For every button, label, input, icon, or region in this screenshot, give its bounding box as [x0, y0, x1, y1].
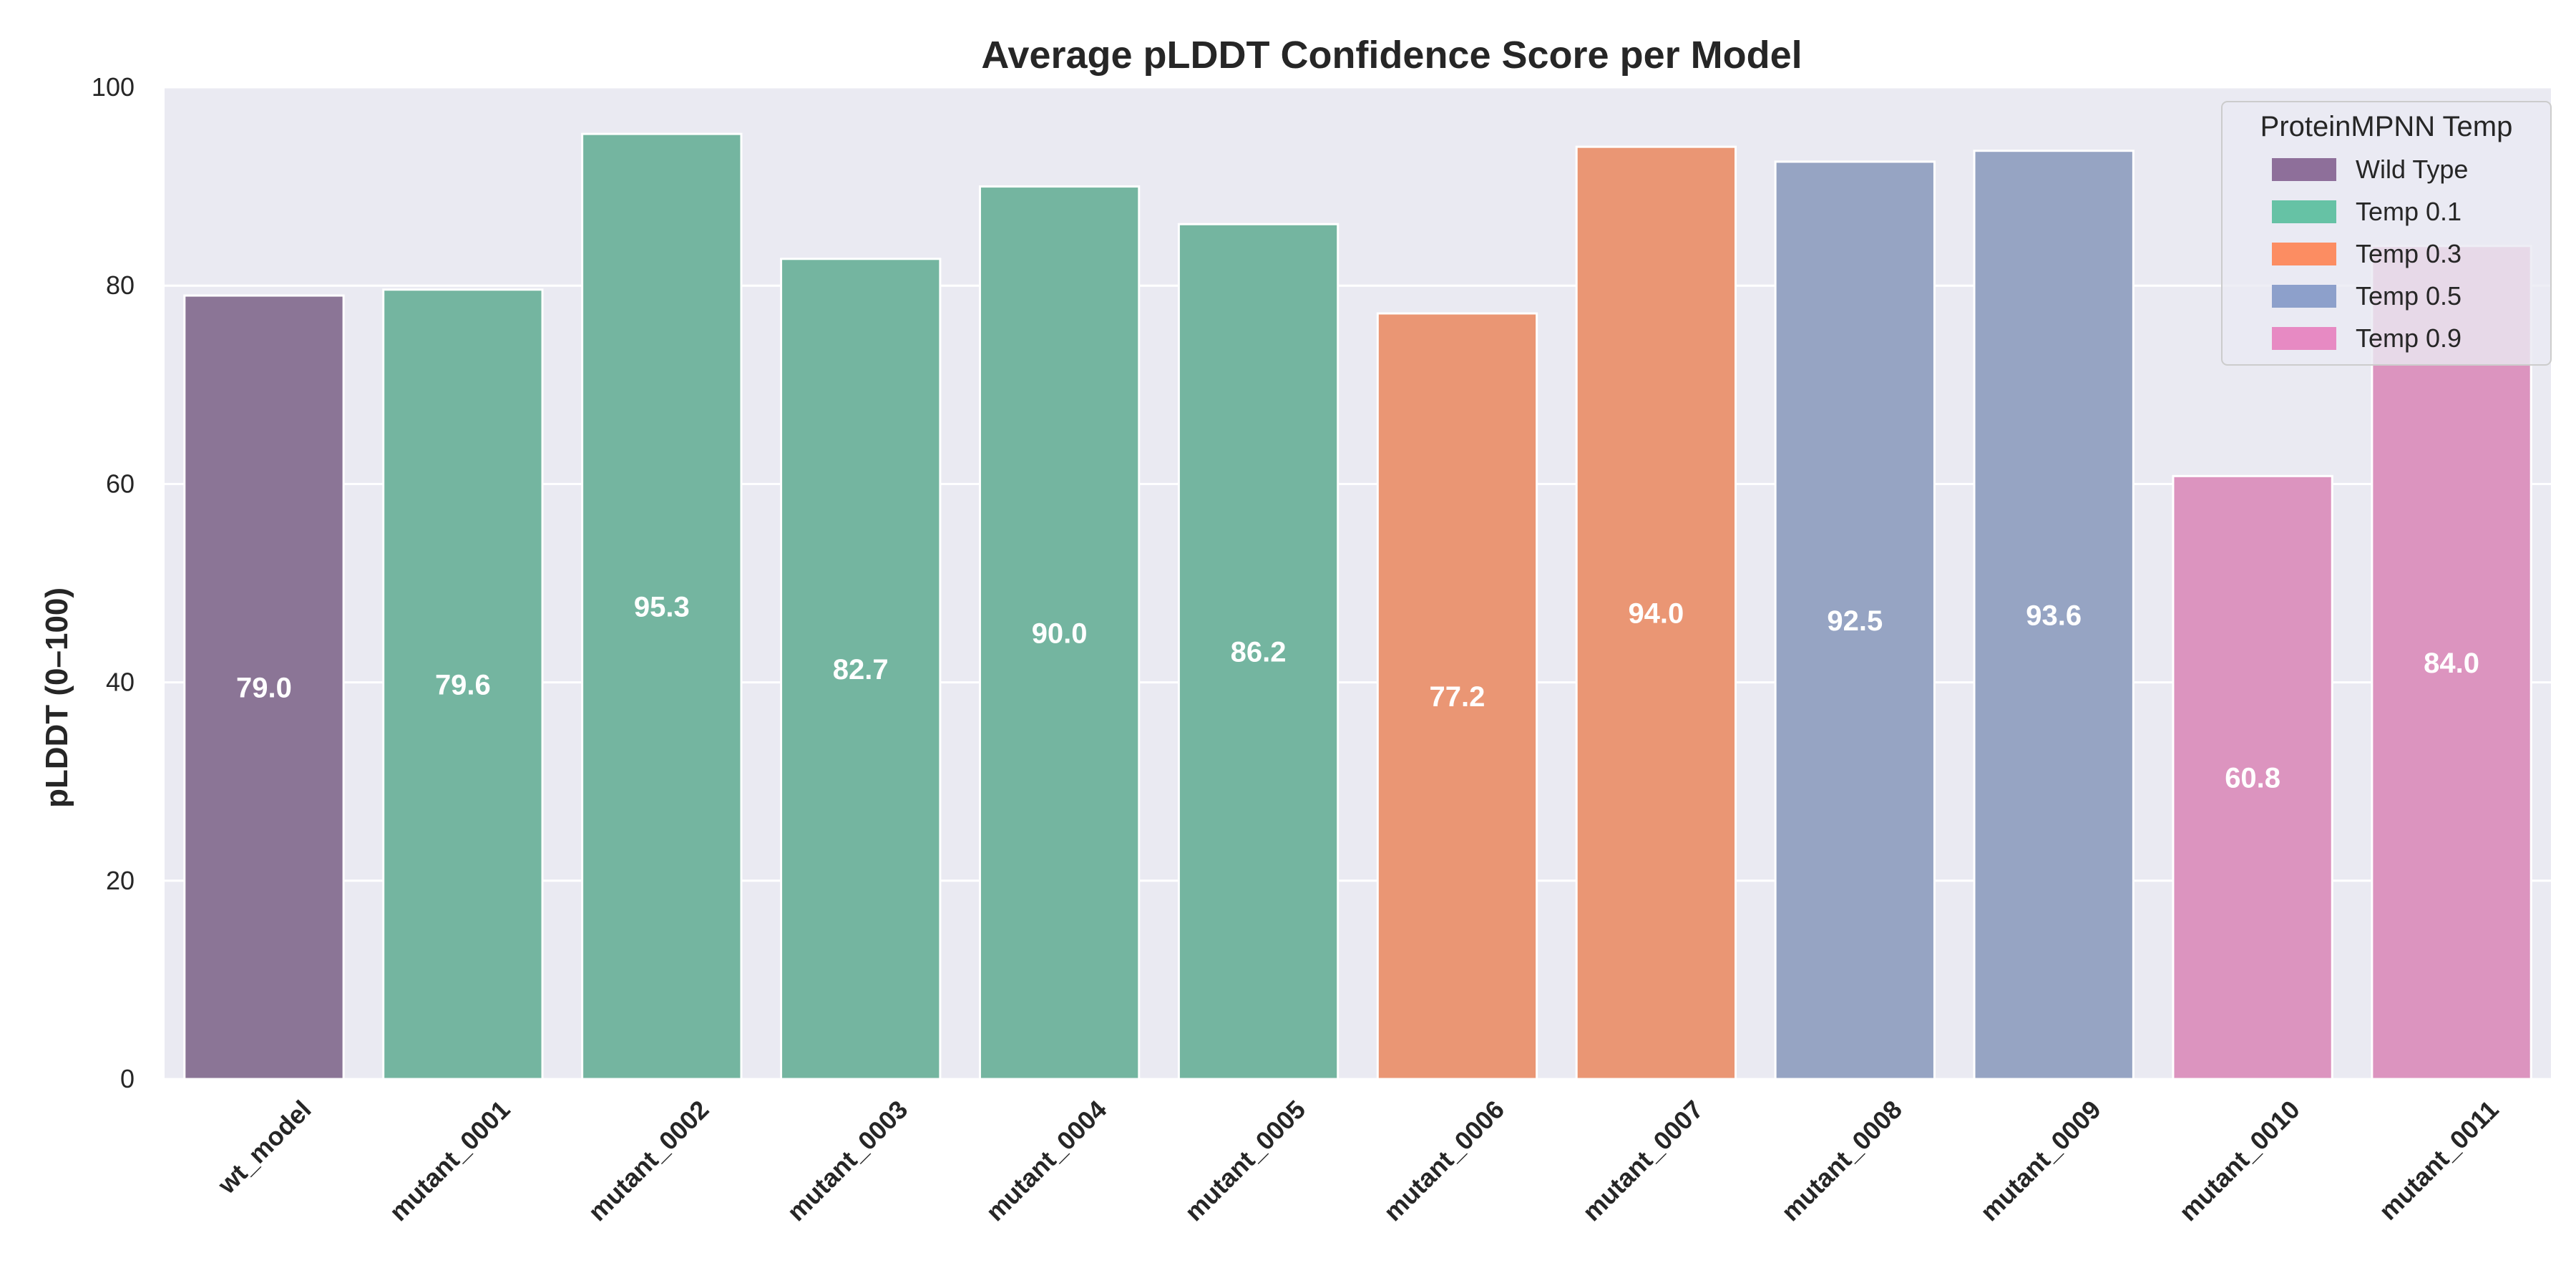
- x-tick-label: mutant_0003: [781, 1095, 914, 1227]
- x-tick-label: mutant_0002: [582, 1095, 715, 1227]
- data-label: 90.0: [1032, 618, 1088, 649]
- x-tick-label: mutant_0011: [2373, 1095, 2504, 1226]
- x-tick-label: wt_model: [212, 1095, 317, 1200]
- y-tick-label: 40: [106, 668, 135, 697]
- x-tick-label: mutant_0009: [1974, 1095, 2107, 1227]
- x-tick-label: mutant_0001: [384, 1095, 516, 1227]
- bar: [2172, 474, 2333, 1080]
- plot-area: [165, 87, 2551, 1079]
- y-tick-label: 80: [106, 270, 135, 300]
- y-axis-label: pLDDT (0–100): [39, 587, 74, 808]
- legend-entry-label: Temp 0.5: [2356, 281, 2462, 311]
- data-label: 95.3: [634, 592, 690, 623]
- legend-swatch: [2272, 158, 2336, 181]
- data-label: 82.7: [833, 654, 889, 686]
- legend-swatch: [2272, 243, 2336, 265]
- y-tick-label: 0: [120, 1064, 135, 1093]
- gridlines: [165, 86, 2551, 1080]
- x-axis-ticks: wt_model mutant_0001 mutant_0002 mutant_000…: [212, 1095, 2504, 1227]
- legend-entry-label: Temp 0.3: [2356, 239, 2462, 268]
- legend-swatch: [2272, 200, 2336, 223]
- bar: [1575, 145, 1737, 1080]
- y-tick-label: 20: [106, 866, 135, 895]
- legend-swatch: [2272, 285, 2336, 308]
- legend-entry-label: Temp 0.9: [2356, 323, 2462, 353]
- x-tick-label: mutant_0004: [980, 1095, 1113, 1227]
- bar: [581, 132, 743, 1080]
- bars: 79.0 79.6 95.3 82.7 90.0 86.2 77.2 94.0 92.5 93.6…: [183, 132, 2532, 1080]
- data-label: 93.6: [2026, 600, 2082, 631]
- x-tick-label: mutant_0006: [1377, 1095, 1510, 1227]
- bar: [2371, 245, 2532, 1080]
- y-tick-label: 60: [106, 469, 135, 498]
- legend-swatch: [2272, 327, 2336, 350]
- data-label: 94.0: [1628, 598, 1684, 630]
- bar: [183, 294, 345, 1080]
- data-label: 79.0: [236, 673, 292, 704]
- bar: [1376, 312, 1538, 1080]
- data-label: 79.6: [435, 669, 491, 701]
- data-label: 77.2: [1430, 681, 1485, 713]
- legend-title: ProteinMPNN Temp: [2260, 111, 2513, 142]
- x-tick-label: mutant_0010: [2173, 1095, 2306, 1227]
- bar: [382, 288, 544, 1080]
- data-label: 84.0: [2424, 648, 2479, 679]
- legend-entry-label: Temp 0.1: [2356, 197, 2462, 226]
- x-tick-label: mutant_0005: [1179, 1095, 1312, 1227]
- bar: [978, 185, 1141, 1080]
- chart-title: Average pLDDT Confidence Score per Model: [981, 34, 1802, 77]
- legend-entry-label: Wild Type: [2356, 155, 2468, 184]
- legend-entries: Wild Type Temp 0.1 Temp 0.3 Temp 0.5 Temp 0.…: [2272, 155, 2468, 353]
- bar: [1177, 223, 1340, 1080]
- data-label: 92.5: [1827, 605, 1883, 637]
- y-tick-label: 100: [92, 72, 135, 102]
- bar: [1973, 150, 2135, 1080]
- x-tick-label: mutant_0008: [1775, 1095, 1908, 1227]
- bar: [780, 258, 942, 1080]
- data-label: 86.2: [1231, 637, 1287, 668]
- x-tick-label: mutant_0007: [1576, 1095, 1709, 1227]
- legend: ProteinMPNN Temp Wild Type Temp 0.1 Temp 0…: [2221, 101, 2552, 366]
- data-label: 60.8: [2225, 763, 2280, 794]
- y-axis-ticks: 0 20 40 60 80 100: [92, 72, 135, 1093]
- bar: [1774, 160, 1936, 1080]
